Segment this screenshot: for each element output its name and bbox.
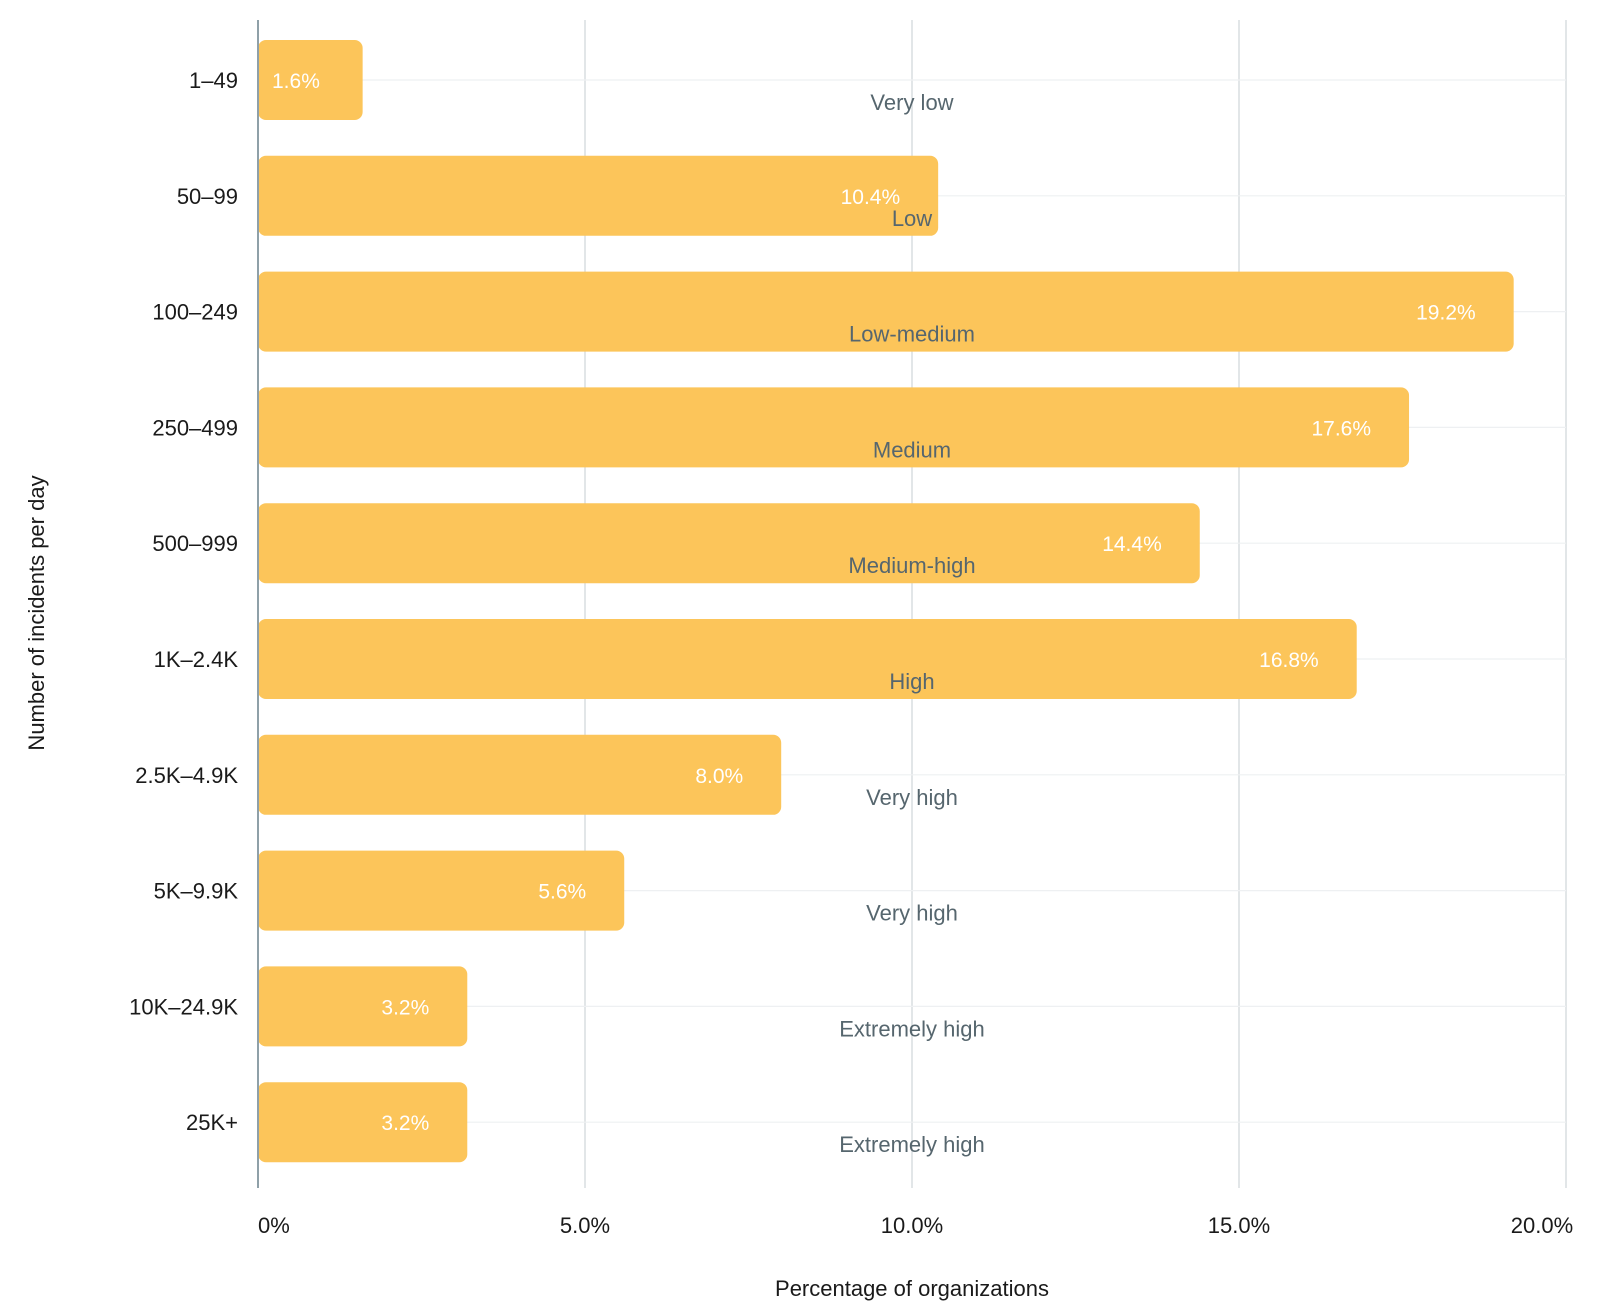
y-tick-label: 250–499 xyxy=(152,415,238,440)
y-tick-label: 1K–2.4K xyxy=(154,647,239,672)
y-tick-label: 50–99 xyxy=(177,184,238,209)
level-label: Low xyxy=(892,206,932,231)
bar xyxy=(258,1082,468,1163)
y-axis-title: Number of incidents per day xyxy=(24,475,49,750)
x-tick-label: 5.0% xyxy=(560,1213,610,1238)
x-tick-labels: 0% 5.0% 10.0% 15.0% 20.0% xyxy=(258,1213,1573,1238)
bar-value-label: 14.4% xyxy=(1102,533,1162,556)
level-label: Very low xyxy=(870,90,953,115)
bar xyxy=(258,155,939,236)
bar-value-label: 16.8% xyxy=(1259,649,1319,672)
level-label: High xyxy=(889,669,934,694)
level-label: Medium xyxy=(873,437,951,462)
bar xyxy=(258,40,363,120)
label-layer: 1.6% Very low 10.4%Low 19.2% Low-medium 17.6%… xyxy=(272,70,1476,1157)
level-label: Low-medium xyxy=(849,322,975,347)
bar-value-label: 8.0% xyxy=(695,765,743,788)
x-tick-label: 10.0% xyxy=(881,1213,943,1238)
level-label: Very high xyxy=(866,785,958,810)
x-tick-label: 15.0% xyxy=(1208,1213,1270,1238)
level-label: Very high xyxy=(866,901,958,926)
bar xyxy=(258,271,1514,352)
bar-value-label: 3.2% xyxy=(381,1112,429,1135)
bar-value-label: 3.2% xyxy=(381,996,429,1019)
bar-value-label: 1.6% xyxy=(272,70,320,93)
y-tick-label: 25K+ xyxy=(186,1110,238,1135)
x-tick-label: 0% xyxy=(258,1213,290,1238)
y-tick-label: 100–249 xyxy=(152,300,238,325)
bar-value-label: 10.4% xyxy=(841,186,901,209)
bar xyxy=(258,503,1200,584)
bar xyxy=(258,387,1410,468)
bar-value-label: 19.2% xyxy=(1416,302,1476,325)
bar xyxy=(258,966,468,1047)
level-label: Extremely high xyxy=(839,1132,985,1157)
bar xyxy=(258,850,625,931)
bar-layer xyxy=(258,40,1514,1163)
x-axis-title: Percentage of organizations xyxy=(775,1276,1049,1301)
bar-value-label: 17.6% xyxy=(1311,417,1371,440)
bar-value-label: 5.6% xyxy=(538,881,586,904)
level-label: Extremely high xyxy=(839,1016,985,1041)
y-tick-label: 500–999 xyxy=(152,531,238,556)
y-tick-label: 10K–24.9K xyxy=(129,994,238,1019)
level-label: Medium-high xyxy=(848,553,975,578)
y-tick-label: 2.5K–4.9K xyxy=(135,763,238,788)
y-tick-labels: 1–49 50–99 100–249 250–499 500–999 1K–2.4K 2.5… xyxy=(129,68,238,1135)
y-tick-label: 5K–9.9K xyxy=(154,879,239,904)
bar xyxy=(258,619,1357,699)
y-tick-label: 1–49 xyxy=(189,68,238,93)
bar xyxy=(258,734,782,815)
x-tick-label: 20.0% xyxy=(1511,1213,1573,1238)
